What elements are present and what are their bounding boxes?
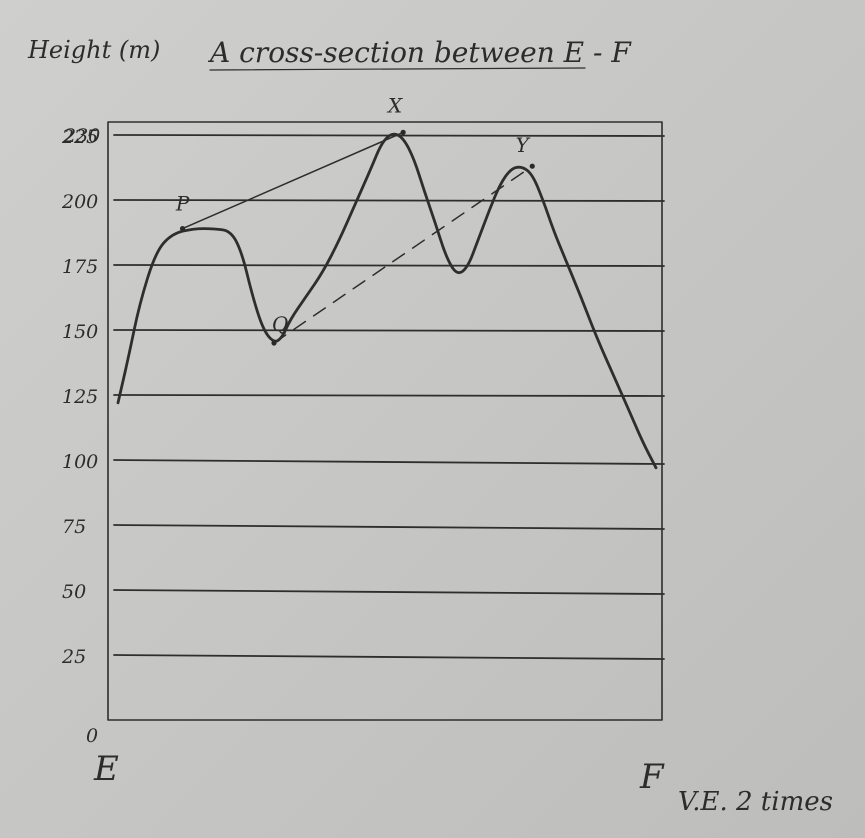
y-tick-label-150: 150 bbox=[62, 321, 98, 343]
connector-lines bbox=[181, 131, 534, 344]
y-tick-label-200: 200 bbox=[61, 191, 98, 213]
point-markers: P Q X Y bbox=[175, 93, 535, 346]
grid-line-125 bbox=[113, 394, 665, 397]
y-tick-label-125: 125 bbox=[62, 386, 98, 408]
point-x bbox=[400, 129, 406, 135]
y-tick-label-0: 0 bbox=[86, 725, 98, 747]
grid-line-150 bbox=[113, 329, 665, 332]
grid-line-175 bbox=[113, 264, 665, 267]
y-axis-label: Height (m) bbox=[27, 36, 160, 64]
point-q bbox=[271, 340, 277, 346]
chart-title: A cross-section between E - F bbox=[207, 36, 632, 69]
y-tick-label-50: 50 bbox=[62, 581, 86, 603]
y-tick-label-75: 75 bbox=[62, 516, 86, 538]
profile-line bbox=[116, 132, 658, 470]
grid-lines bbox=[113, 134, 665, 660]
point-p bbox=[179, 226, 186, 232]
grid-line-75 bbox=[113, 524, 665, 530]
end-label-f: F bbox=[639, 757, 665, 797]
line-p-x bbox=[181, 131, 404, 230]
point-label-p: P bbox=[175, 192, 190, 216]
grid-line-100 bbox=[113, 459, 665, 465]
profile-curve bbox=[116, 132, 658, 470]
point-label-y: Y bbox=[516, 133, 531, 157]
y-tick-label-25: 25 bbox=[61, 646, 86, 668]
scale-note: V.E. 2 times bbox=[678, 787, 833, 817]
grid-line-50 bbox=[113, 589, 665, 595]
grid-line-25 bbox=[113, 654, 665, 660]
y-tick-label-175: 175 bbox=[62, 256, 98, 278]
start-label-e: E bbox=[93, 749, 119, 789]
line-q-y bbox=[273, 165, 534, 344]
y-tick-label-100: 100 bbox=[62, 451, 98, 473]
chart-frame-rect bbox=[107, 121, 663, 721]
grid-line-200 bbox=[113, 199, 665, 202]
point-label-x: X bbox=[386, 93, 403, 117]
title-underline bbox=[209, 67, 586, 71]
y-tick-label-225: 225 bbox=[61, 126, 98, 148]
point-label-q: Q bbox=[272, 312, 288, 336]
point-y bbox=[529, 163, 535, 169]
y-tick-label-230: 230 bbox=[63, 125, 100, 147]
chart-frame bbox=[107, 121, 663, 721]
